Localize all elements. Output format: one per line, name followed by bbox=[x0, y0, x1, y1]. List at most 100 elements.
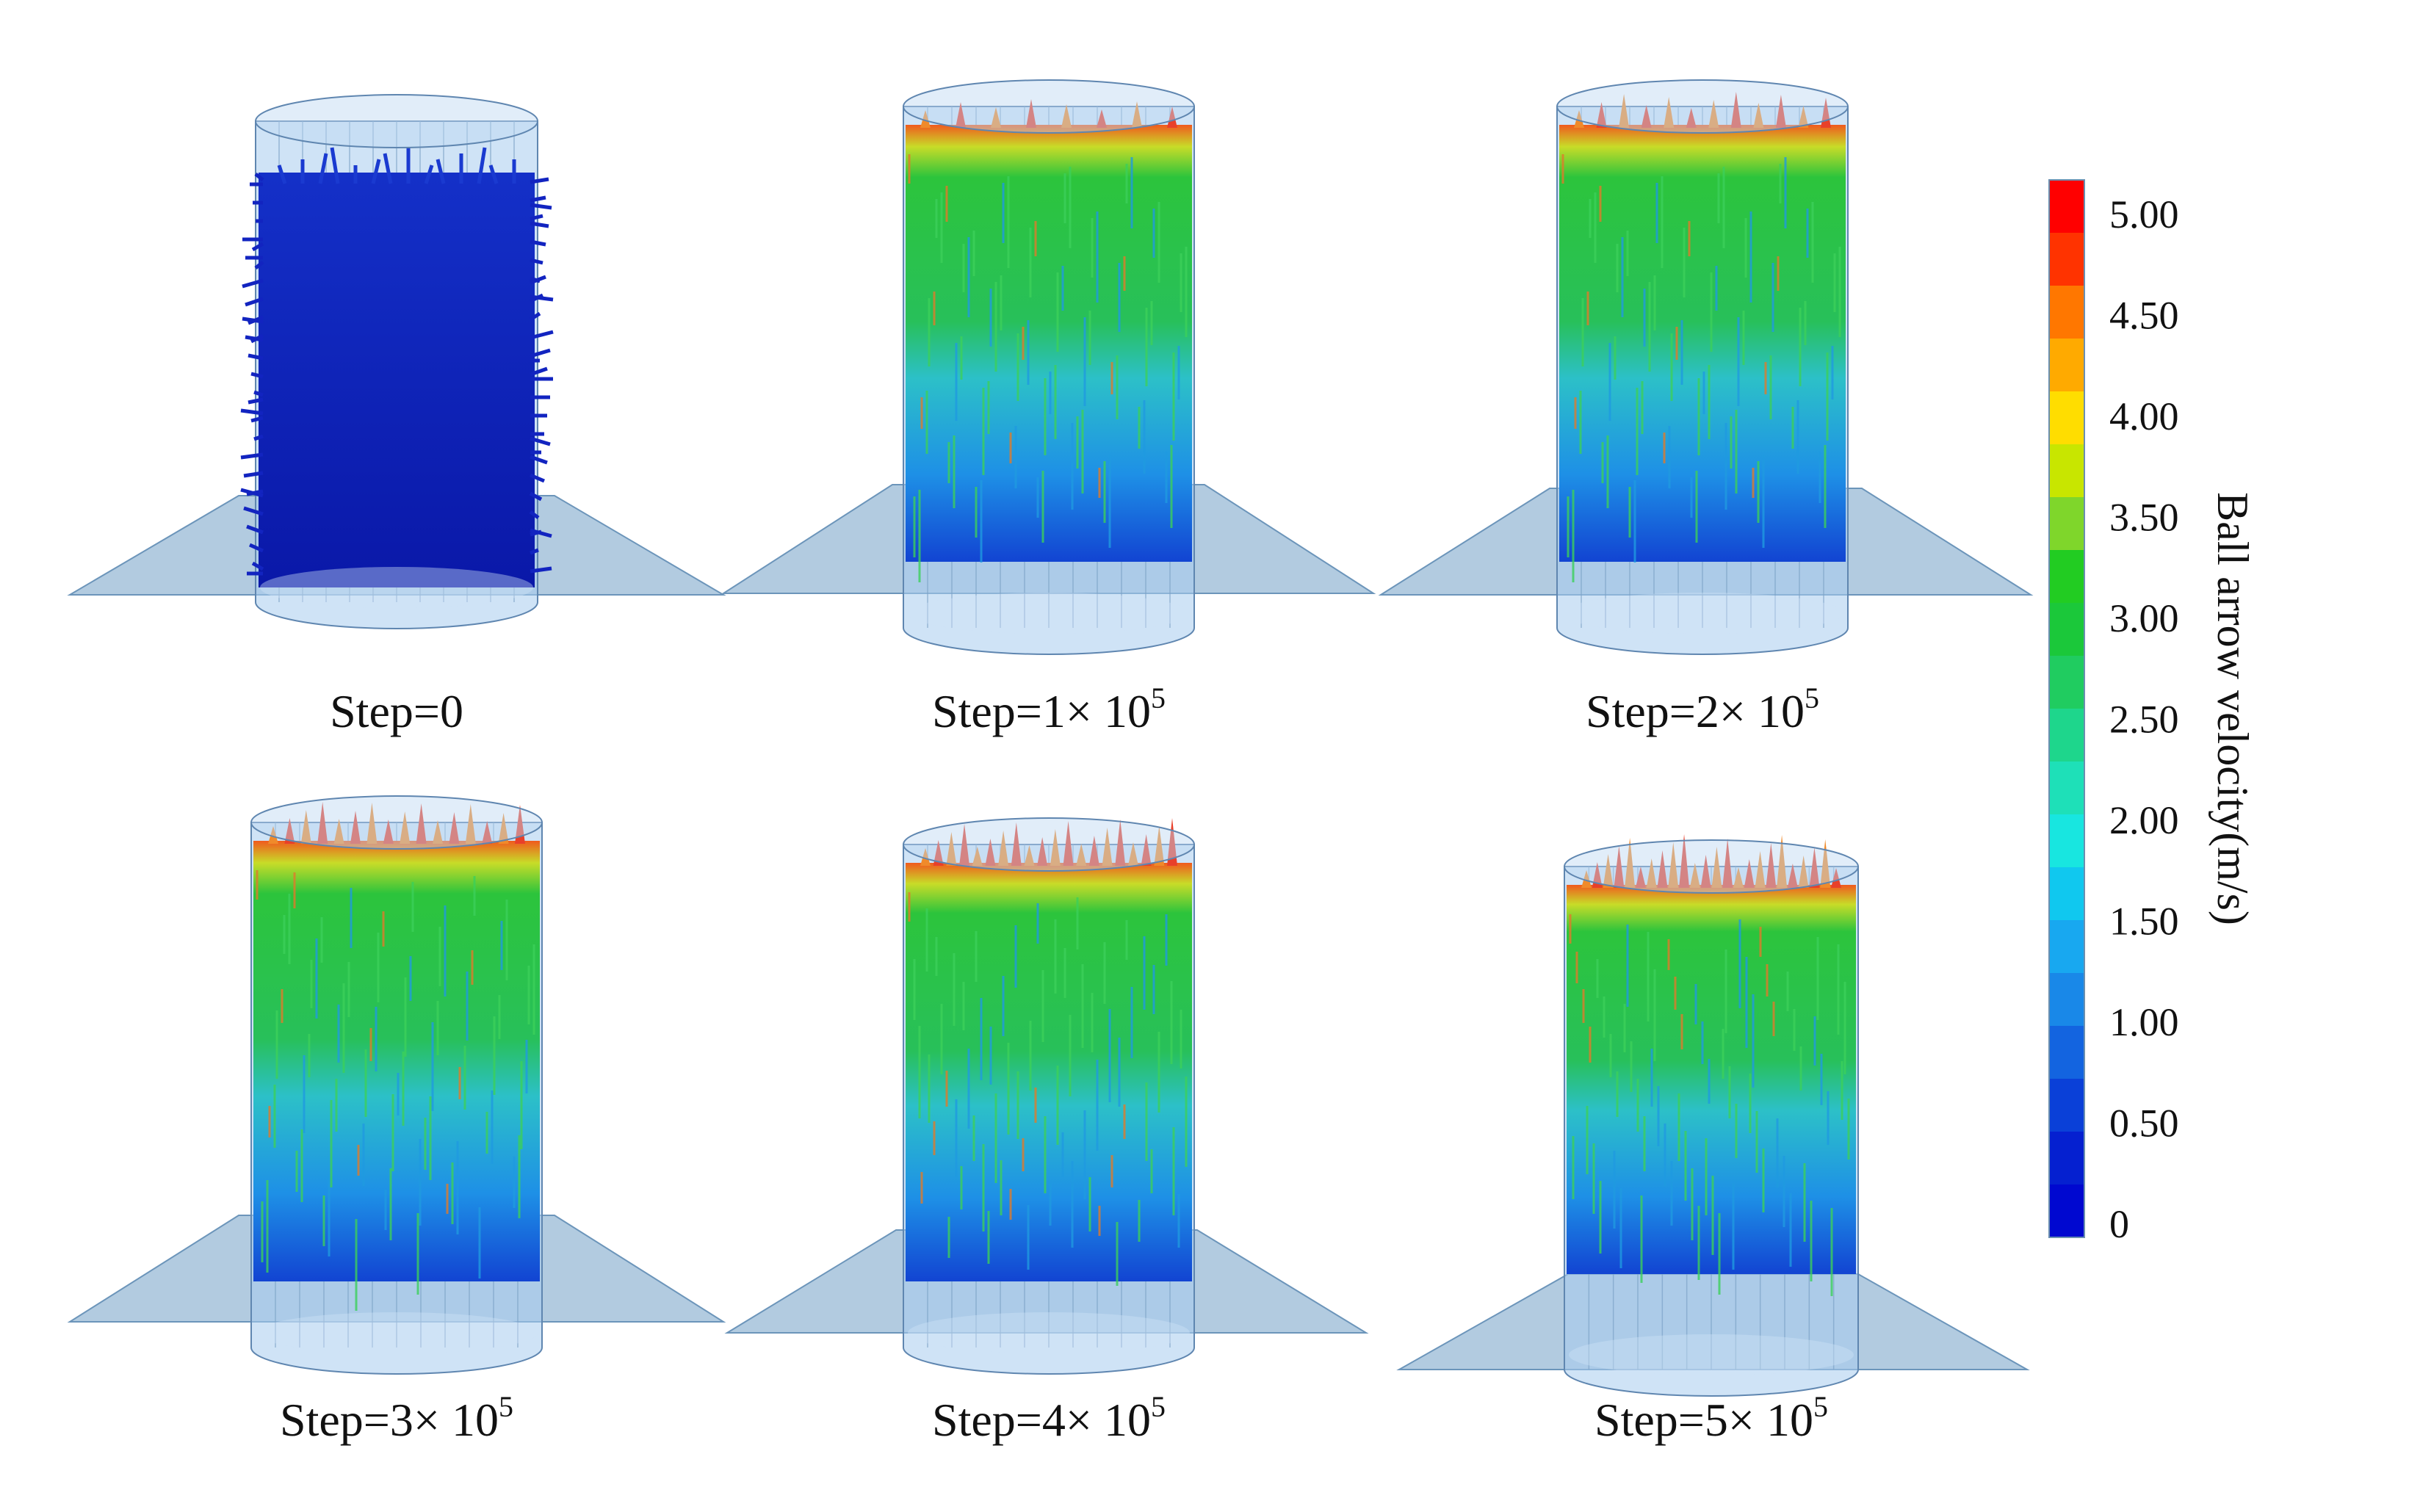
colorbar-segment bbox=[2049, 391, 2084, 445]
velocity-arrow bbox=[530, 294, 554, 302]
velocity-arrow bbox=[1708, 100, 1719, 128]
velocity-arrow bbox=[998, 831, 1009, 866]
velocity-arrow bbox=[920, 110, 931, 128]
velocity-arrow bbox=[254, 173, 264, 181]
velocity-arrow bbox=[242, 316, 264, 324]
step-label-main: Step=4× bbox=[932, 1394, 1104, 1446]
colorbar-segment bbox=[2049, 550, 2084, 604]
step-label-exponent: 5 bbox=[499, 1390, 513, 1423]
colorbar-tick-label: 4.50 bbox=[2109, 294, 2179, 338]
cylinder-top-rim bbox=[903, 817, 1195, 872]
velocity-arrow bbox=[245, 297, 264, 307]
velocity-arrow bbox=[400, 811, 411, 844]
velocity-arrow bbox=[1657, 850, 1668, 888]
velocity-arrow bbox=[1809, 847, 1820, 888]
colorbar-segment bbox=[2049, 286, 2084, 339]
step-label-base: 10 bbox=[1766, 1394, 1813, 1446]
velocity-arrow bbox=[1115, 820, 1126, 866]
velocity-arrow bbox=[1574, 110, 1584, 128]
velocity-arrow bbox=[383, 153, 393, 184]
velocity-arrow bbox=[1798, 106, 1809, 128]
colorbar-segment bbox=[2049, 973, 2084, 1027]
velocity-arrow bbox=[530, 275, 546, 285]
colorbar-segment bbox=[2049, 603, 2084, 656]
velocity-arrow bbox=[1097, 109, 1107, 128]
step-label: Step=4× 105 bbox=[932, 1390, 1166, 1446]
velocity-arrow bbox=[251, 242, 264, 252]
colorbar-segment bbox=[2049, 762, 2084, 815]
particle-bed bbox=[906, 125, 1192, 562]
velocity-arrow bbox=[1689, 863, 1700, 888]
colorbar-tick-label: 2.50 bbox=[2109, 698, 2179, 742]
step-label: Step=0 bbox=[330, 685, 463, 737]
colorbar-tick-label: 4.00 bbox=[2109, 394, 2179, 438]
velocity-arrow bbox=[1766, 843, 1777, 888]
cylinder-bottom bbox=[1561, 593, 1843, 634]
velocity-arrow bbox=[333, 819, 344, 844]
velocity-arrow bbox=[1798, 856, 1809, 888]
velocity-arrow bbox=[530, 529, 542, 537]
step-label-exponent: 5 bbox=[1805, 681, 1819, 715]
velocity-arrow bbox=[529, 311, 541, 322]
velocity-arrow bbox=[1711, 847, 1722, 888]
velocity-arrow bbox=[1664, 97, 1675, 128]
velocity-arrow bbox=[530, 239, 546, 247]
panel: Step=2× 105 bbox=[1378, 79, 2034, 737]
velocity-arrow bbox=[1753, 103, 1764, 128]
step-label-exponent: 5 bbox=[1813, 1390, 1828, 1423]
velocity-arrow bbox=[1730, 92, 1741, 128]
particle-bed bbox=[1567, 885, 1856, 1274]
colorbar-segment bbox=[2049, 233, 2084, 286]
cylinder-top-rim bbox=[903, 79, 1195, 134]
colorbar-segment bbox=[2049, 444, 2084, 498]
velocity-arrow bbox=[1619, 94, 1630, 128]
velocity-arrow bbox=[1641, 105, 1652, 128]
cylinder-top-rim bbox=[1564, 839, 1859, 894]
velocity-arrow bbox=[366, 803, 378, 844]
velocity-arrow bbox=[416, 803, 427, 844]
velocity-arrow bbox=[972, 847, 983, 866]
velocity-arrow bbox=[1037, 837, 1048, 866]
velocity-arrow bbox=[1141, 834, 1152, 866]
velocity-arrow bbox=[530, 366, 548, 377]
velocity-arrow bbox=[248, 397, 264, 405]
velocity-arrow bbox=[529, 510, 540, 520]
velocity-arrow bbox=[1787, 864, 1798, 888]
step-label-exponent: 5 bbox=[1151, 681, 1166, 715]
cylinder-bottom bbox=[908, 593, 1190, 634]
velocity-arrow bbox=[946, 832, 957, 866]
velocity-arrow bbox=[530, 566, 552, 574]
velocity-arrow bbox=[300, 810, 311, 844]
velocity-arrow bbox=[246, 524, 264, 535]
velocity-arrow bbox=[1167, 818, 1177, 866]
step-label-base: 10 bbox=[452, 1394, 499, 1446]
velocity-arrow bbox=[959, 824, 970, 866]
velocity-arrow bbox=[1102, 828, 1113, 866]
velocity-arrow bbox=[1581, 870, 1592, 888]
velocity-arrow bbox=[498, 813, 509, 844]
velocity-arrow bbox=[1024, 845, 1035, 866]
colorbar-tick-label: 2.00 bbox=[2109, 798, 2179, 842]
velocity-arrow bbox=[1154, 826, 1165, 866]
velocity-arrow bbox=[350, 811, 361, 844]
particle-bed bbox=[906, 863, 1192, 1281]
colorbar-tick-label: 0.50 bbox=[2109, 1102, 2179, 1146]
velocity-arrow bbox=[985, 839, 996, 866]
colorbar-segment bbox=[2049, 814, 2084, 868]
colorbar-segment bbox=[2049, 1026, 2084, 1079]
velocity-arrow bbox=[530, 548, 539, 555]
step-label-base: 10 bbox=[1104, 685, 1151, 737]
panel: Step=0 bbox=[67, 94, 726, 737]
velocity-arrow bbox=[449, 812, 460, 844]
velocity-arrow bbox=[530, 473, 545, 483]
step-label-base: 10 bbox=[1758, 685, 1805, 737]
colorbar-tick-label: 3.00 bbox=[2109, 596, 2179, 640]
velocity-arrow bbox=[1733, 867, 1744, 888]
velocity-arrow bbox=[245, 335, 264, 342]
velocity-arrow bbox=[1700, 855, 1711, 888]
velocity-arrow bbox=[330, 147, 340, 184]
velocity-arrow bbox=[1076, 844, 1087, 866]
colorbar-segment bbox=[2049, 180, 2084, 234]
colorbar-segment bbox=[2049, 339, 2084, 392]
colorbar-title: Ball arrow velocity(m/s) bbox=[2208, 492, 2257, 925]
